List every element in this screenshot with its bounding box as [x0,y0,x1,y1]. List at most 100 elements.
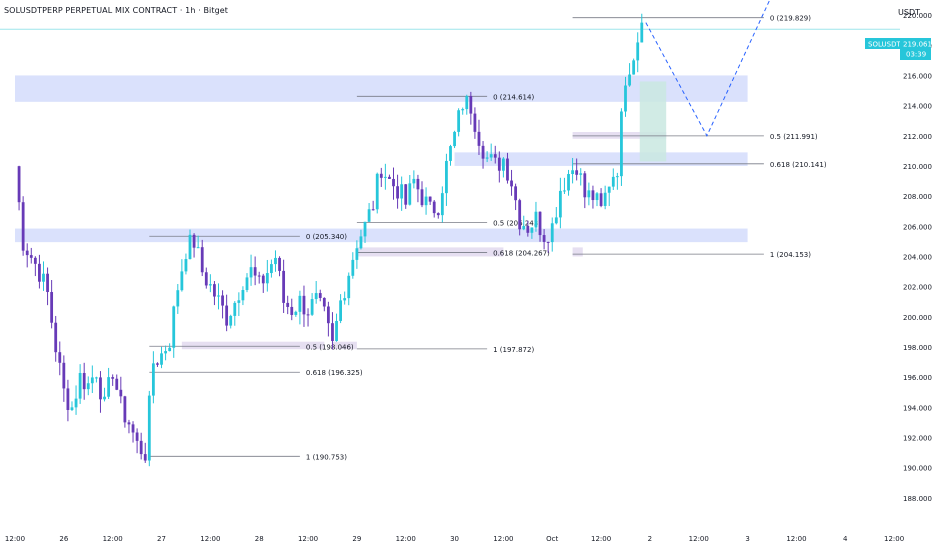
time-tick-label: 12:00 [689,535,709,543]
candle-body [78,372,82,399]
candle-body [461,109,465,111]
time-tick-label: 3 [745,535,749,543]
zone-1 [15,228,748,243]
candle-body [135,432,139,441]
candle-body [50,292,54,323]
candle-body [164,351,167,354]
zone-4 [181,341,325,350]
candle-body [579,173,583,175]
candle-body [17,166,21,203]
candle-body [477,131,481,146]
zone-7 [572,132,667,139]
candle-body [95,377,98,379]
price-axis[interactable]: 188.000 190.000 192.000 194.000 196.000 198.0… [903,12,932,503]
candle-body [229,315,233,326]
candle-body [514,186,518,201]
time-tick-label: 26 [59,535,68,543]
candle-body [538,211,542,236]
candle-body [310,299,314,315]
fib-label-5: 0.5 (206.243) [493,220,541,228]
candle-body [225,305,229,326]
candle-body [469,96,473,114]
candle-body [355,248,359,260]
candle-body [367,209,371,222]
candle-body [620,111,623,177]
candle-body [335,320,338,342]
price-tick-label: 208.000 [903,193,932,201]
candle-body [33,257,37,264]
candle-body [453,131,456,147]
candle-body [611,176,615,187]
price-tick-label: 206.000 [903,223,932,231]
candle-body [306,314,310,316]
candle-body [160,353,163,365]
candle-body [542,235,546,242]
candle-body [331,323,334,342]
candle-body [506,158,509,181]
time-tick-label: 12:00 [884,535,904,543]
candle-body [392,178,395,187]
candle-body [436,213,440,216]
candle-body [90,377,94,384]
candle-body [518,200,522,230]
price-tick-label: 202.000 [903,284,932,292]
candle-body [534,211,538,228]
price-tick-label: 200.000 [903,314,932,322]
time-tick-label: 29 [352,535,361,543]
currency-label: USDT [898,8,920,17]
candle-body [298,295,302,312]
candle-body [636,42,640,61]
projection-layer [645,0,771,137]
candle-body [493,154,497,158]
price-tick-label: 214.000 [903,103,932,111]
zone-6 [572,247,583,257]
candle-body [457,110,461,132]
candle-body [343,298,347,301]
price-tick-label: 190.000 [903,465,932,473]
candle-body [326,306,330,324]
candle-body [404,184,408,205]
candle-body [383,176,387,178]
fib-label-4: 0 (214.614) [493,93,534,101]
candle-body [21,202,25,251]
price-badge: SOLUSDT.P 219.061 03:39 [865,38,932,60]
candle-body [510,180,513,187]
candle-body [465,96,469,110]
candle-body [497,157,501,171]
price-tick-label: 204.000 [903,253,932,261]
candle-body [82,372,86,390]
candle-body [615,176,619,178]
candle-body [575,170,579,175]
candle-body [74,398,78,408]
price-tick-label: 216.000 [903,72,932,80]
candle-body [29,255,33,258]
candle-body [257,275,261,277]
candle-body [265,273,269,284]
price-tick-label: 210.000 [903,163,932,171]
candle-body [628,74,631,86]
symbol-title: SOLUSDTPERP PERPETUAL MIX CONTRACT · 1h … [4,6,229,15]
candle-body [554,217,558,224]
candle-body [322,297,326,307]
candle-body [38,263,41,282]
time-tick-label: Oct [546,535,558,543]
candle-body [70,407,74,410]
candle-body [282,270,286,303]
zone-0 [15,75,748,102]
candle-body [66,388,70,410]
candle-body [196,247,200,249]
candle-body [233,302,237,316]
candle-body [522,225,526,230]
candle-body [379,173,383,178]
price-tick-label: 212.000 [903,133,932,141]
time-axis[interactable]: 12:00 26 12:00 27 12:00 28 12:00 29 12:00 30 12:00… [5,535,904,543]
candle-body [449,146,452,161]
candle-body [86,383,90,390]
time-tick-label: 27 [157,535,166,543]
candle-body [640,22,644,43]
candle-body [237,300,241,303]
price-tick-label: 194.000 [903,404,932,412]
price-tick-label: 192.000 [903,434,932,442]
candle-body [119,389,123,397]
